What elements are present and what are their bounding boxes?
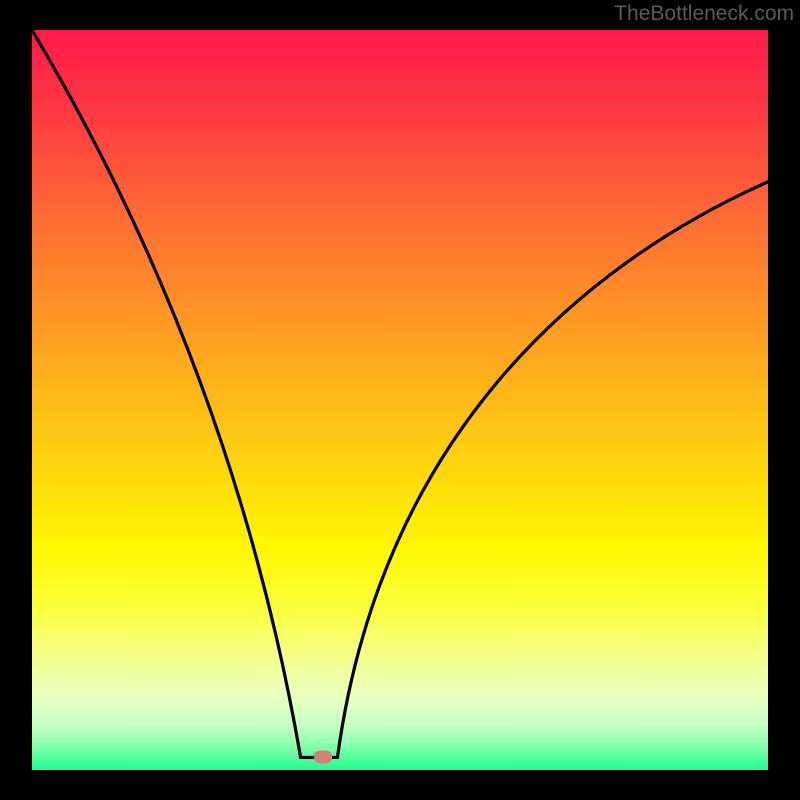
chart-plot-area [32, 30, 768, 770]
watermark-text: TheBottleneck.com [614, 2, 794, 26]
bottleneck-curve [32, 30, 768, 770]
minimum-marker [314, 751, 332, 764]
